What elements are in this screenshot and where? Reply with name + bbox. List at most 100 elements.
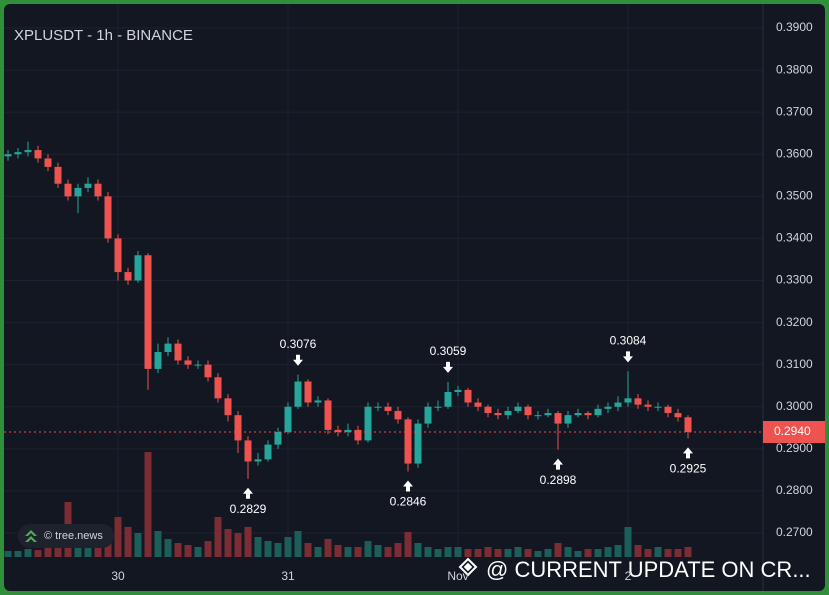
- volume-bar: [54, 543, 62, 557]
- candle-body: [184, 360, 192, 365]
- candle-body: [374, 406, 382, 408]
- candle-body: [254, 459, 262, 462]
- candle-body: [14, 152, 22, 155]
- logo: © tree.news: [18, 524, 114, 548]
- candle-body: [194, 364, 202, 366]
- volume-bar: [14, 551, 22, 557]
- volume-bar: [634, 545, 642, 557]
- candle-body: [554, 413, 562, 424]
- candle-body: [124, 272, 132, 281]
- overlay-layer: 0.2940 0.3076 0.3059 0.3084 0.2829 0.2846 0.28…: [4, 334, 825, 516]
- y-tick-label: 0.2700: [776, 525, 813, 539]
- chart-title: XPLUSDT - 1h - BINANCE: [14, 27, 193, 44]
- y-tick-label: 0.3600: [776, 146, 813, 160]
- candle-body: [94, 183, 102, 197]
- low-label: 0.2846: [390, 495, 427, 509]
- high-arrow: [293, 354, 303, 366]
- candle-body: [414, 423, 422, 464]
- logo-badge: [18, 524, 114, 548]
- volume-bar: [114, 517, 122, 557]
- volume-bar: [644, 549, 652, 557]
- x-tick-label: 30: [111, 569, 125, 583]
- volume-bar: [174, 543, 182, 557]
- volume-bar: [384, 547, 392, 557]
- y-tick-label: 0.3200: [776, 315, 813, 329]
- volume-bar: [594, 549, 602, 557]
- candle-body: [244, 440, 252, 462]
- candle-body: [264, 444, 272, 460]
- volume-bar: [194, 547, 202, 557]
- chart-background: [4, 4, 825, 591]
- candle-body: [154, 352, 162, 369]
- candle-body: [454, 389, 462, 393]
- volume-bar: [544, 549, 552, 557]
- candle-body: [364, 406, 372, 441]
- volume-bar: [254, 537, 262, 557]
- candle-body: [544, 413, 552, 416]
- candle-body: [384, 406, 392, 411]
- high-label: 0.3084: [610, 334, 647, 348]
- candle-body: [434, 406, 442, 408]
- volume-bar: [674, 549, 682, 557]
- logo-icon: [25, 530, 37, 536]
- last-price-label: 0.2940: [774, 424, 811, 438]
- volume-bar: [164, 539, 172, 557]
- candle-body: [284, 406, 292, 432]
- volume-bar: [514, 547, 522, 557]
- volume-bar: [44, 547, 52, 557]
- candle-body: [4, 154, 12, 157]
- volume-bar: [454, 547, 462, 557]
- candle-body: [304, 381, 312, 403]
- candle-body: [654, 406, 662, 408]
- volume-layer: [4, 452, 692, 557]
- candle-body: [324, 400, 332, 430]
- candle-body: [164, 343, 172, 353]
- volume-bar: [494, 549, 502, 557]
- y-tick-label: 0.3400: [776, 231, 813, 245]
- y-tick-label: 0.3100: [776, 357, 813, 371]
- candle-body: [274, 432, 282, 445]
- y-tick-label: 0.3800: [776, 62, 813, 76]
- candle-body: [224, 398, 232, 416]
- volume-bar: [484, 547, 492, 557]
- candle-body: [494, 413, 502, 416]
- candle-body: [44, 158, 52, 167]
- high-label: 0.3059: [430, 344, 467, 358]
- x-tick-label: 31: [281, 569, 295, 583]
- candle-body: [64, 183, 72, 197]
- volume-bar: [154, 531, 162, 557]
- volume-bar: [184, 545, 192, 557]
- high-label: 0.3076: [280, 337, 317, 351]
- volume-bar: [574, 551, 582, 557]
- candle-body: [344, 429, 352, 432]
- volume-bar: [314, 547, 322, 557]
- low-label: 0.2925: [670, 461, 707, 475]
- candle-body: [644, 404, 652, 407]
- candle-body: [354, 429, 362, 441]
- volume-bar: [394, 543, 402, 557]
- candle-body: [174, 343, 182, 361]
- volume-bar: [564, 547, 572, 557]
- volume-bar: [304, 543, 312, 557]
- candle-body: [504, 410, 512, 416]
- candle-body: [674, 413, 682, 418]
- y-tick-label: 0.3300: [776, 273, 813, 287]
- volume-bar: [244, 527, 252, 557]
- volume-bar: [134, 533, 142, 557]
- y-tick-label: 0.3900: [776, 20, 813, 34]
- volume-bar: [234, 533, 242, 557]
- volume-bar: [534, 551, 542, 557]
- volume-bar: [444, 547, 452, 557]
- volume-bar: [414, 543, 422, 557]
- candle-body: [424, 406, 432, 424]
- y-tick-label: 0.3000: [776, 399, 813, 413]
- volume-bar: [504, 549, 512, 557]
- volume-bar: [214, 517, 222, 557]
- volume-bar: [24, 549, 32, 557]
- volume-bar: [464, 549, 472, 557]
- volume-bar: [364, 541, 372, 557]
- candle-body: [314, 400, 322, 403]
- candle-body: [334, 429, 342, 432]
